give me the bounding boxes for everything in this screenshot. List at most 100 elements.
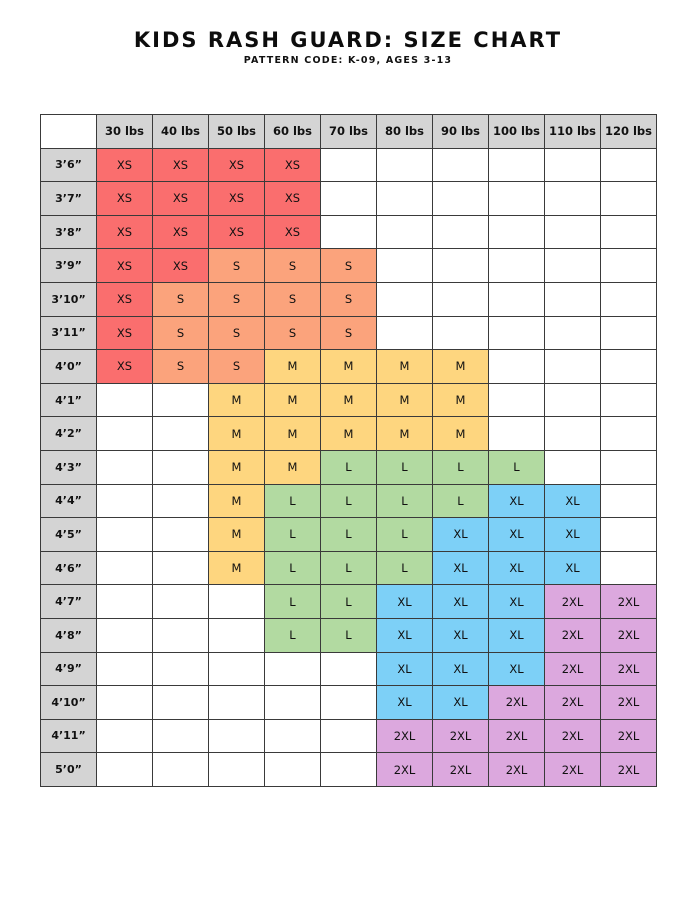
size-cell: 2XL — [600, 617, 657, 653]
size-cell: XS — [264, 181, 321, 216]
column-header-80-lbs: 80 lbs — [376, 114, 433, 149]
size-cell: L — [320, 517, 377, 552]
size-cell: S — [264, 248, 321, 283]
size-cell: M — [432, 416, 489, 451]
size-cell: M — [376, 416, 433, 451]
empty-cell — [600, 382, 657, 418]
column-header-110-lbs: 110 lbs — [544, 114, 601, 149]
empty-cell — [208, 584, 265, 619]
column-header-120-lbs: 120 lbs — [600, 114, 657, 149]
empty-cell — [376, 181, 433, 216]
empty-cell — [152, 449, 209, 485]
table-row: 3’7” XS XS XS XS — [40, 181, 657, 216]
size-cell: L — [320, 550, 377, 586]
empty-cell — [264, 685, 321, 720]
table-row: 3’9” XS XS S S S — [40, 248, 657, 283]
empty-cell — [96, 584, 153, 619]
empty-cell — [320, 181, 377, 216]
empty-cell — [96, 382, 153, 418]
size-cell: S — [208, 315, 265, 351]
table-row: 4’7” L L XL XL XL 2XL 2XL — [40, 584, 657, 619]
size-cell: S — [208, 281, 265, 317]
size-cell: 2XL — [600, 685, 657, 720]
empty-cell — [544, 349, 601, 384]
empty-cell — [152, 584, 209, 619]
size-cell: XL — [488, 651, 545, 687]
empty-cell — [432, 181, 489, 216]
empty-cell — [376, 214, 433, 250]
empty-cell — [264, 651, 321, 687]
column-header-70-lbs: 70 lbs — [320, 114, 377, 149]
column-header-40-lbs: 40 lbs — [152, 114, 209, 149]
column-header-100-lbs: 100 lbs — [488, 114, 545, 149]
size-cell: XS — [96, 214, 153, 250]
empty-cell — [152, 517, 209, 552]
empty-cell — [600, 550, 657, 586]
size-cell: S — [152, 315, 209, 351]
row-header-height: 3’10” — [40, 281, 97, 317]
empty-cell — [432, 281, 489, 317]
size-cell: 2XL — [544, 685, 601, 720]
table-row: 4’5” M L L L XL XL XL — [40, 517, 657, 552]
row-header-height: 4’3” — [40, 449, 97, 485]
table-row: 4’4” M L L L L XL XL — [40, 483, 657, 519]
size-cell: XL — [432, 617, 489, 653]
size-cell: 2XL — [544, 752, 601, 787]
empty-cell — [320, 685, 377, 720]
size-cell: XS — [152, 181, 209, 216]
empty-cell — [96, 685, 153, 720]
size-cell: XL — [376, 584, 433, 619]
size-cell: 2XL — [600, 718, 657, 754]
size-cell: XL — [488, 550, 545, 586]
size-cell: 2XL — [432, 752, 489, 787]
empty-cell — [320, 718, 377, 754]
size-cell: XS — [96, 349, 153, 384]
size-cell: L — [488, 449, 545, 485]
size-cell: 2XL — [600, 651, 657, 687]
size-cell: 2XL — [544, 584, 601, 619]
empty-cell — [432, 248, 489, 283]
size-cell: M — [208, 517, 265, 552]
table-body: 3’6” XS XS XS XS 3’7” XS XS XS XS 3’8” XS XS XS XS 3’9”… — [40, 147, 657, 787]
size-cell: XL — [432, 517, 489, 552]
row-header-height: 4’2” — [40, 416, 97, 451]
size-cell: S — [320, 315, 377, 351]
empty-cell — [208, 685, 265, 720]
empty-cell — [96, 483, 153, 519]
size-cell: XL — [432, 584, 489, 619]
table-row: 4’1” M M M M M — [40, 382, 657, 418]
table-header: 30 lbs 40 lbs 50 lbs 60 lbs 70 lbs 80 lb… — [40, 114, 657, 149]
empty-cell — [96, 517, 153, 552]
size-cell: XS — [208, 147, 265, 183]
size-cell: XL — [376, 685, 433, 720]
size-cell: M — [264, 449, 321, 485]
row-header-height: 3’9” — [40, 248, 97, 283]
row-header-height: 4’4” — [40, 483, 97, 519]
table-row: 5’0” 2XL 2XL 2XL 2XL 2XL — [40, 752, 657, 787]
size-cell: XS — [96, 281, 153, 317]
size-cell: M — [208, 416, 265, 451]
empty-cell — [152, 651, 209, 687]
empty-cell — [488, 248, 545, 283]
empty-cell — [544, 248, 601, 283]
empty-cell — [600, 517, 657, 552]
size-cell: S — [152, 281, 209, 317]
row-header-height: 4’9” — [40, 651, 97, 687]
header-row: 30 lbs 40 lbs 50 lbs 60 lbs 70 lbs 80 lb… — [40, 114, 657, 149]
size-cell: L — [376, 517, 433, 552]
empty-cell — [152, 752, 209, 787]
size-cell: 2XL — [600, 584, 657, 619]
size-cell: S — [152, 349, 209, 384]
empty-cell — [600, 248, 657, 283]
size-cell: XL — [432, 651, 489, 687]
size-cell: L — [264, 617, 321, 653]
size-cell: XL — [544, 550, 601, 586]
size-cell: XS — [208, 181, 265, 216]
size-cell: M — [208, 550, 265, 586]
size-cell: M — [208, 382, 265, 418]
size-cell: M — [264, 349, 321, 384]
size-cell: 2XL — [376, 718, 433, 754]
column-header-90-lbs: 90 lbs — [432, 114, 489, 149]
size-cell: XS — [264, 147, 321, 183]
empty-cell — [600, 214, 657, 250]
